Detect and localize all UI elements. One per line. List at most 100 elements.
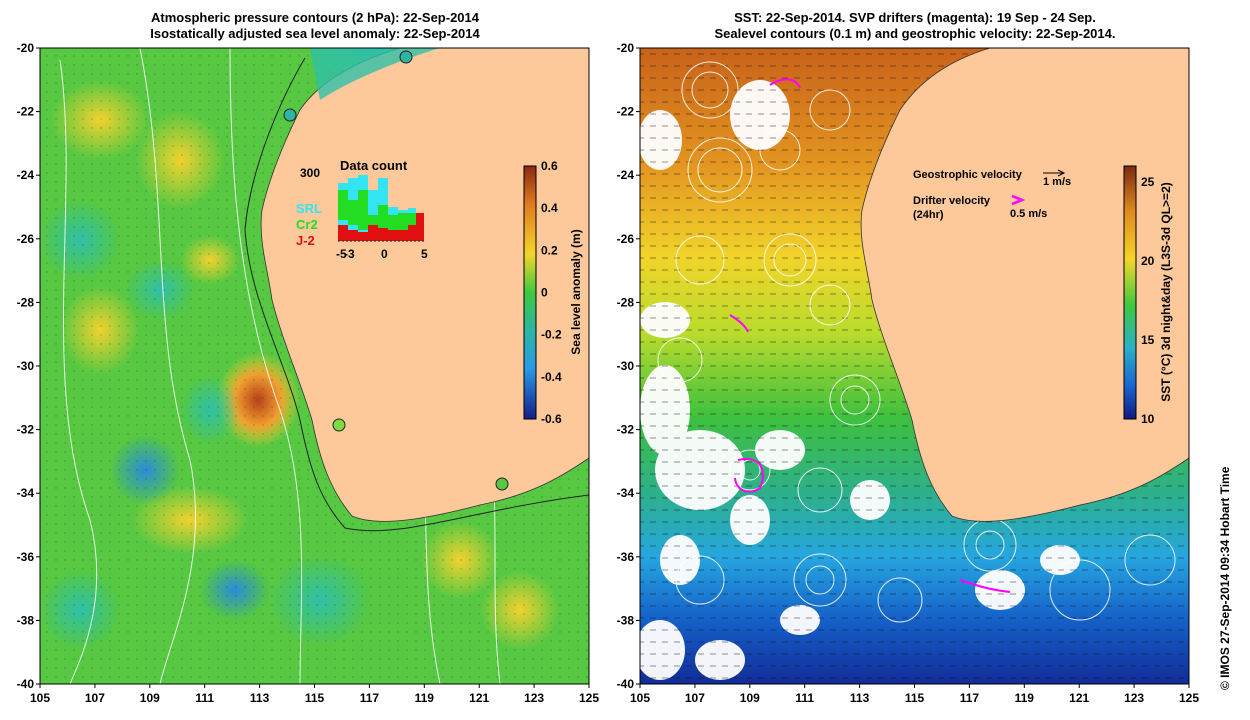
inset-x-tick: 5 (421, 247, 428, 261)
right-land (860, 48, 1189, 522)
sla-colorbar-tick: 0.6 (541, 159, 558, 173)
y-tick-label: -30 (617, 359, 635, 373)
inset-bar (338, 190, 348, 220)
inset-bar (398, 213, 408, 230)
x-tick-label: 119 (1015, 691, 1035, 705)
inset-bar (348, 200, 358, 225)
x-tick-label: 109 (140, 691, 160, 705)
inset-bar (358, 232, 368, 241)
x-tick-label: 117 (360, 691, 380, 705)
x-tick-label: 111 (795, 691, 814, 705)
sla-colorbar-tick: 0.4 (541, 201, 558, 215)
y-tick-label: -32 (17, 423, 35, 437)
sla-colorbar-tick: -0.4 (541, 370, 562, 384)
inset-bar-chart (338, 175, 426, 242)
drifter-velocity-sub: (24hr) (913, 209, 944, 221)
right-map (640, 48, 1189, 684)
sst-colorbar-label: SST (°C) 3d night&day (L3S-3d QL>=2) (1159, 182, 1173, 402)
y-tick-label: -38 (617, 613, 635, 627)
right-title-line1: SST: 22-Sep-2014. SVP drifters (magenta)… (734, 10, 1096, 25)
sla-colorbar-tick: 0 (541, 286, 548, 300)
left-map (40, 48, 589, 684)
x-tick-label: 115 (905, 691, 925, 705)
y-tick-label: -26 (617, 232, 635, 246)
inset-bar (416, 213, 424, 241)
inset-bar (408, 225, 416, 241)
copyright-notice: © IMOS 27-Sep-2014 09:34 Hobart Time (1218, 466, 1232, 690)
geo-velocity-label: Geostrophic velocity (913, 169, 1023, 181)
left-land (260, 48, 589, 522)
y-tick-label: -34 (17, 486, 35, 500)
axis-ticks: 105 107 109 111 113 115 117 119 121 123 125 -20 -22 -… (17, 41, 1200, 705)
sla-colorbar-label: Sea level anomaly (m) (569, 229, 583, 354)
drifter-velocity-arrow (1011, 194, 1026, 206)
x-tick-label: 121 (1069, 691, 1089, 705)
x-tick-label: 113 (850, 691, 870, 705)
inset-bar (378, 205, 388, 231)
inset-legend-srl: SRL (296, 201, 322, 216)
x-tick-label: 115 (305, 691, 325, 705)
x-tick-label: 113 (250, 691, 270, 705)
inset-x-tick: -5 (336, 247, 347, 261)
y-tick-label: -36 (17, 550, 35, 564)
inset-bar (358, 190, 368, 230)
inset-legend-cr2: Cr2 (296, 217, 318, 232)
inset-bar (338, 225, 348, 241)
x-tick-label: 117 (960, 691, 980, 705)
x-tick-label: 125 (1179, 691, 1199, 705)
x-tick-label: 105 (630, 691, 650, 705)
inset-bar (388, 230, 398, 241)
geo-velocity-arrowhead (1057, 169, 1066, 177)
x-tick-label: 107 (685, 691, 705, 705)
sla-colorbar-tick: -0.6 (541, 412, 562, 426)
sla-colorbar-tick: -0.2 (541, 328, 562, 342)
y-tick-label: -40 (617, 677, 635, 691)
inset-bar (348, 230, 358, 241)
x-tick-label: 125 (579, 691, 599, 705)
inset-bar (378, 228, 388, 241)
inset-x-tick: 0 (381, 247, 388, 261)
y-tick-label: -24 (17, 168, 35, 182)
drifter-velocity-label: Drifter velocity (913, 195, 991, 207)
sst-colorbar-tick: 25 (1141, 175, 1155, 189)
left-title: Atmospheric pressure contours (2 hPa): 2… (40, 10, 590, 42)
x-tick-label: 111 (195, 691, 214, 705)
sst-colorbar-tick: 20 (1141, 254, 1155, 268)
inset-x-tick: -3 (344, 247, 355, 261)
x-tick-label: 109 (740, 691, 760, 705)
y-tick-label: -26 (17, 232, 35, 246)
sst-colorbar (1123, 165, 1137, 420)
y-tick-label: -38 (17, 613, 35, 627)
geo-velocity-scale: 1 m/s (1043, 176, 1071, 188)
right-title-line2: Sealevel contours (0.1 m) and geostrophi… (714, 26, 1116, 41)
left-title-line1: Atmospheric pressure contours (2 hPa): 2… (151, 10, 479, 25)
x-tick-label: 107 (85, 691, 105, 705)
x-tick-label: 121 (469, 691, 489, 705)
y-tick-label: -40 (17, 677, 35, 691)
x-tick-label: 123 (524, 691, 544, 705)
x-tick-label: 123 (1124, 691, 1144, 705)
y-tick-label: -22 (617, 105, 635, 119)
drifter-velocity-scale: 0.5 m/s (1010, 208, 1047, 220)
inset-bar (408, 213, 416, 235)
inset-y-tick: 300 (300, 166, 320, 180)
sst-colorbar-tick: 15 (1141, 333, 1155, 347)
y-tick-label: -32 (617, 423, 635, 437)
x-tick-label: 105 (30, 691, 50, 705)
y-tick-label: -22 (17, 105, 35, 119)
x-tick-label: 119 (415, 691, 435, 705)
drifter-tracks (729, 78, 1011, 593)
y-tick-label: -28 (17, 295, 35, 309)
inset-legend-j2: J-2 (296, 233, 315, 248)
y-tick-label: -34 (617, 486, 635, 500)
y-tick-label: -28 (617, 295, 635, 309)
inset-title: Data count (340, 158, 408, 173)
y-tick-label: -20 (617, 41, 635, 55)
inset-bar (368, 225, 378, 241)
y-tick-label: -36 (617, 550, 635, 564)
y-tick-label: -20 (17, 41, 35, 55)
right-title: SST: 22-Sep-2014. SVP drifters (magenta)… (640, 10, 1190, 42)
left-title-line2: Isostatically adjusted sea level anomaly… (150, 26, 480, 41)
sla-colorbar (523, 165, 537, 420)
